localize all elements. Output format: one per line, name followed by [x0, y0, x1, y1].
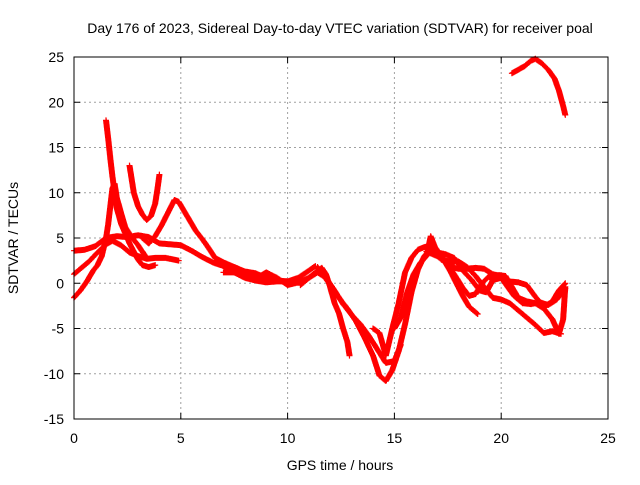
series-arc-5	[126, 162, 163, 223]
axis-layer: 0 5 10 15 20 25 -15 -10 -5 0 5 10 15 20 25	[44, 49, 616, 446]
x-tick-label: 20	[493, 430, 509, 446]
series-markers	[126, 162, 163, 223]
series-arc-15	[508, 55, 569, 118]
y-tick-label: 5	[56, 230, 64, 246]
x-axis-label: GPS time / hours	[287, 457, 394, 473]
y-tick-label: 20	[48, 94, 64, 110]
chart-title: Day 176 of 2023, Sidereal Day-to-day VTE…	[87, 20, 593, 36]
series-markers	[220, 269, 404, 366]
y-tick-label: 10	[48, 185, 64, 201]
y-tick-label: 15	[48, 140, 64, 156]
series-arc-6	[139, 197, 319, 285]
y-tick-label: -15	[44, 411, 64, 427]
x-tick-label: 10	[280, 430, 296, 446]
x-tick-label: 0	[70, 430, 78, 446]
y-tick-label: -10	[44, 366, 64, 382]
series-markers	[139, 197, 319, 285]
y-axis-label: SDTVAR / TECUs	[5, 182, 21, 294]
series-markers	[434, 249, 569, 337]
series-markers	[103, 117, 159, 270]
series-markers	[508, 55, 569, 118]
series-arc-4	[103, 117, 159, 270]
series-arc-7	[220, 269, 404, 366]
grid-layer	[74, 57, 608, 419]
data-layer	[71, 55, 569, 384]
x-tick-label: 5	[177, 430, 185, 446]
y-tick-label: 25	[48, 49, 64, 65]
y-tick-label: 0	[56, 275, 64, 291]
x-tick-label: 25	[600, 430, 616, 446]
x-tick-label: 15	[387, 430, 403, 446]
y-tick-label: -5	[52, 321, 65, 337]
series-arc-14	[434, 249, 569, 337]
